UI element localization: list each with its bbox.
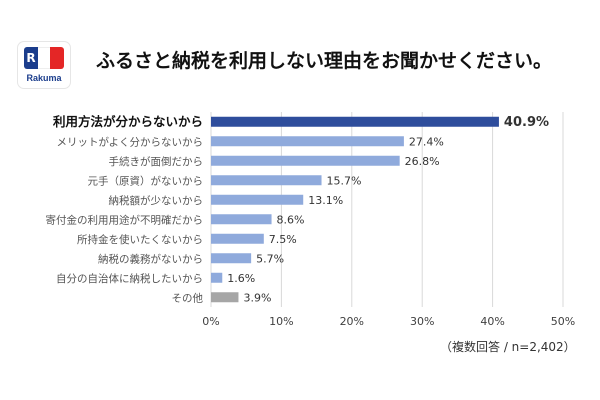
x-tick-label: 20% — [340, 315, 364, 328]
category-label: 納税の義務がないから — [98, 252, 203, 265]
bar — [211, 194, 304, 205]
bar — [211, 116, 499, 127]
flag-icon: R — [24, 47, 64, 69]
x-tick-label: 10% — [269, 315, 293, 328]
category-label: 納税額が少ないから — [109, 194, 204, 207]
brand-name: Rakuma — [26, 73, 62, 83]
chart-title: ふるさと納税を利用しない理由をお聞かせください。 — [96, 50, 553, 72]
category-label: 自分の自治体に納税したいから — [56, 272, 203, 285]
rakuma-logo: R Rakuma — [18, 42, 70, 88]
value-label: 26.8% — [405, 155, 440, 168]
bar — [211, 175, 322, 186]
category-label: 利用方法が分からないから — [53, 114, 203, 129]
value-label: 15.7% — [327, 174, 362, 187]
bar — [211, 155, 400, 166]
bar — [211, 292, 239, 303]
value-label: 7.5% — [269, 233, 297, 246]
sample-note: （複数回答 / n=2,402） — [440, 340, 576, 354]
value-label: 27.4% — [409, 135, 444, 148]
category-label: 寄付金の利用用途が不明確だから — [46, 213, 204, 226]
value-label: 1.6% — [227, 272, 255, 285]
x-tick-label: 0% — [202, 315, 219, 328]
bar — [211, 214, 272, 225]
value-label: 5.7% — [256, 252, 284, 265]
bar — [211, 136, 404, 147]
category-label: 手続きが面倒だから — [109, 155, 204, 168]
category-label: メリットがよく分からないから — [57, 135, 203, 148]
x-tick-label: 50% — [551, 315, 575, 328]
category-label: 所持金を使いたくないから — [77, 233, 203, 246]
category-label: その他 — [172, 291, 204, 304]
x-tick-label: 30% — [410, 315, 434, 328]
value-label: 40.9% — [504, 115, 549, 130]
value-label: 8.6% — [277, 213, 305, 226]
category-label: 元手（原資）がないから — [88, 174, 204, 187]
bar — [211, 233, 264, 244]
value-label: 3.9% — [243, 291, 271, 304]
value-label: 13.1% — [308, 194, 343, 207]
x-tick-label: 40% — [480, 315, 504, 328]
bar — [211, 272, 223, 283]
bar — [211, 253, 252, 264]
